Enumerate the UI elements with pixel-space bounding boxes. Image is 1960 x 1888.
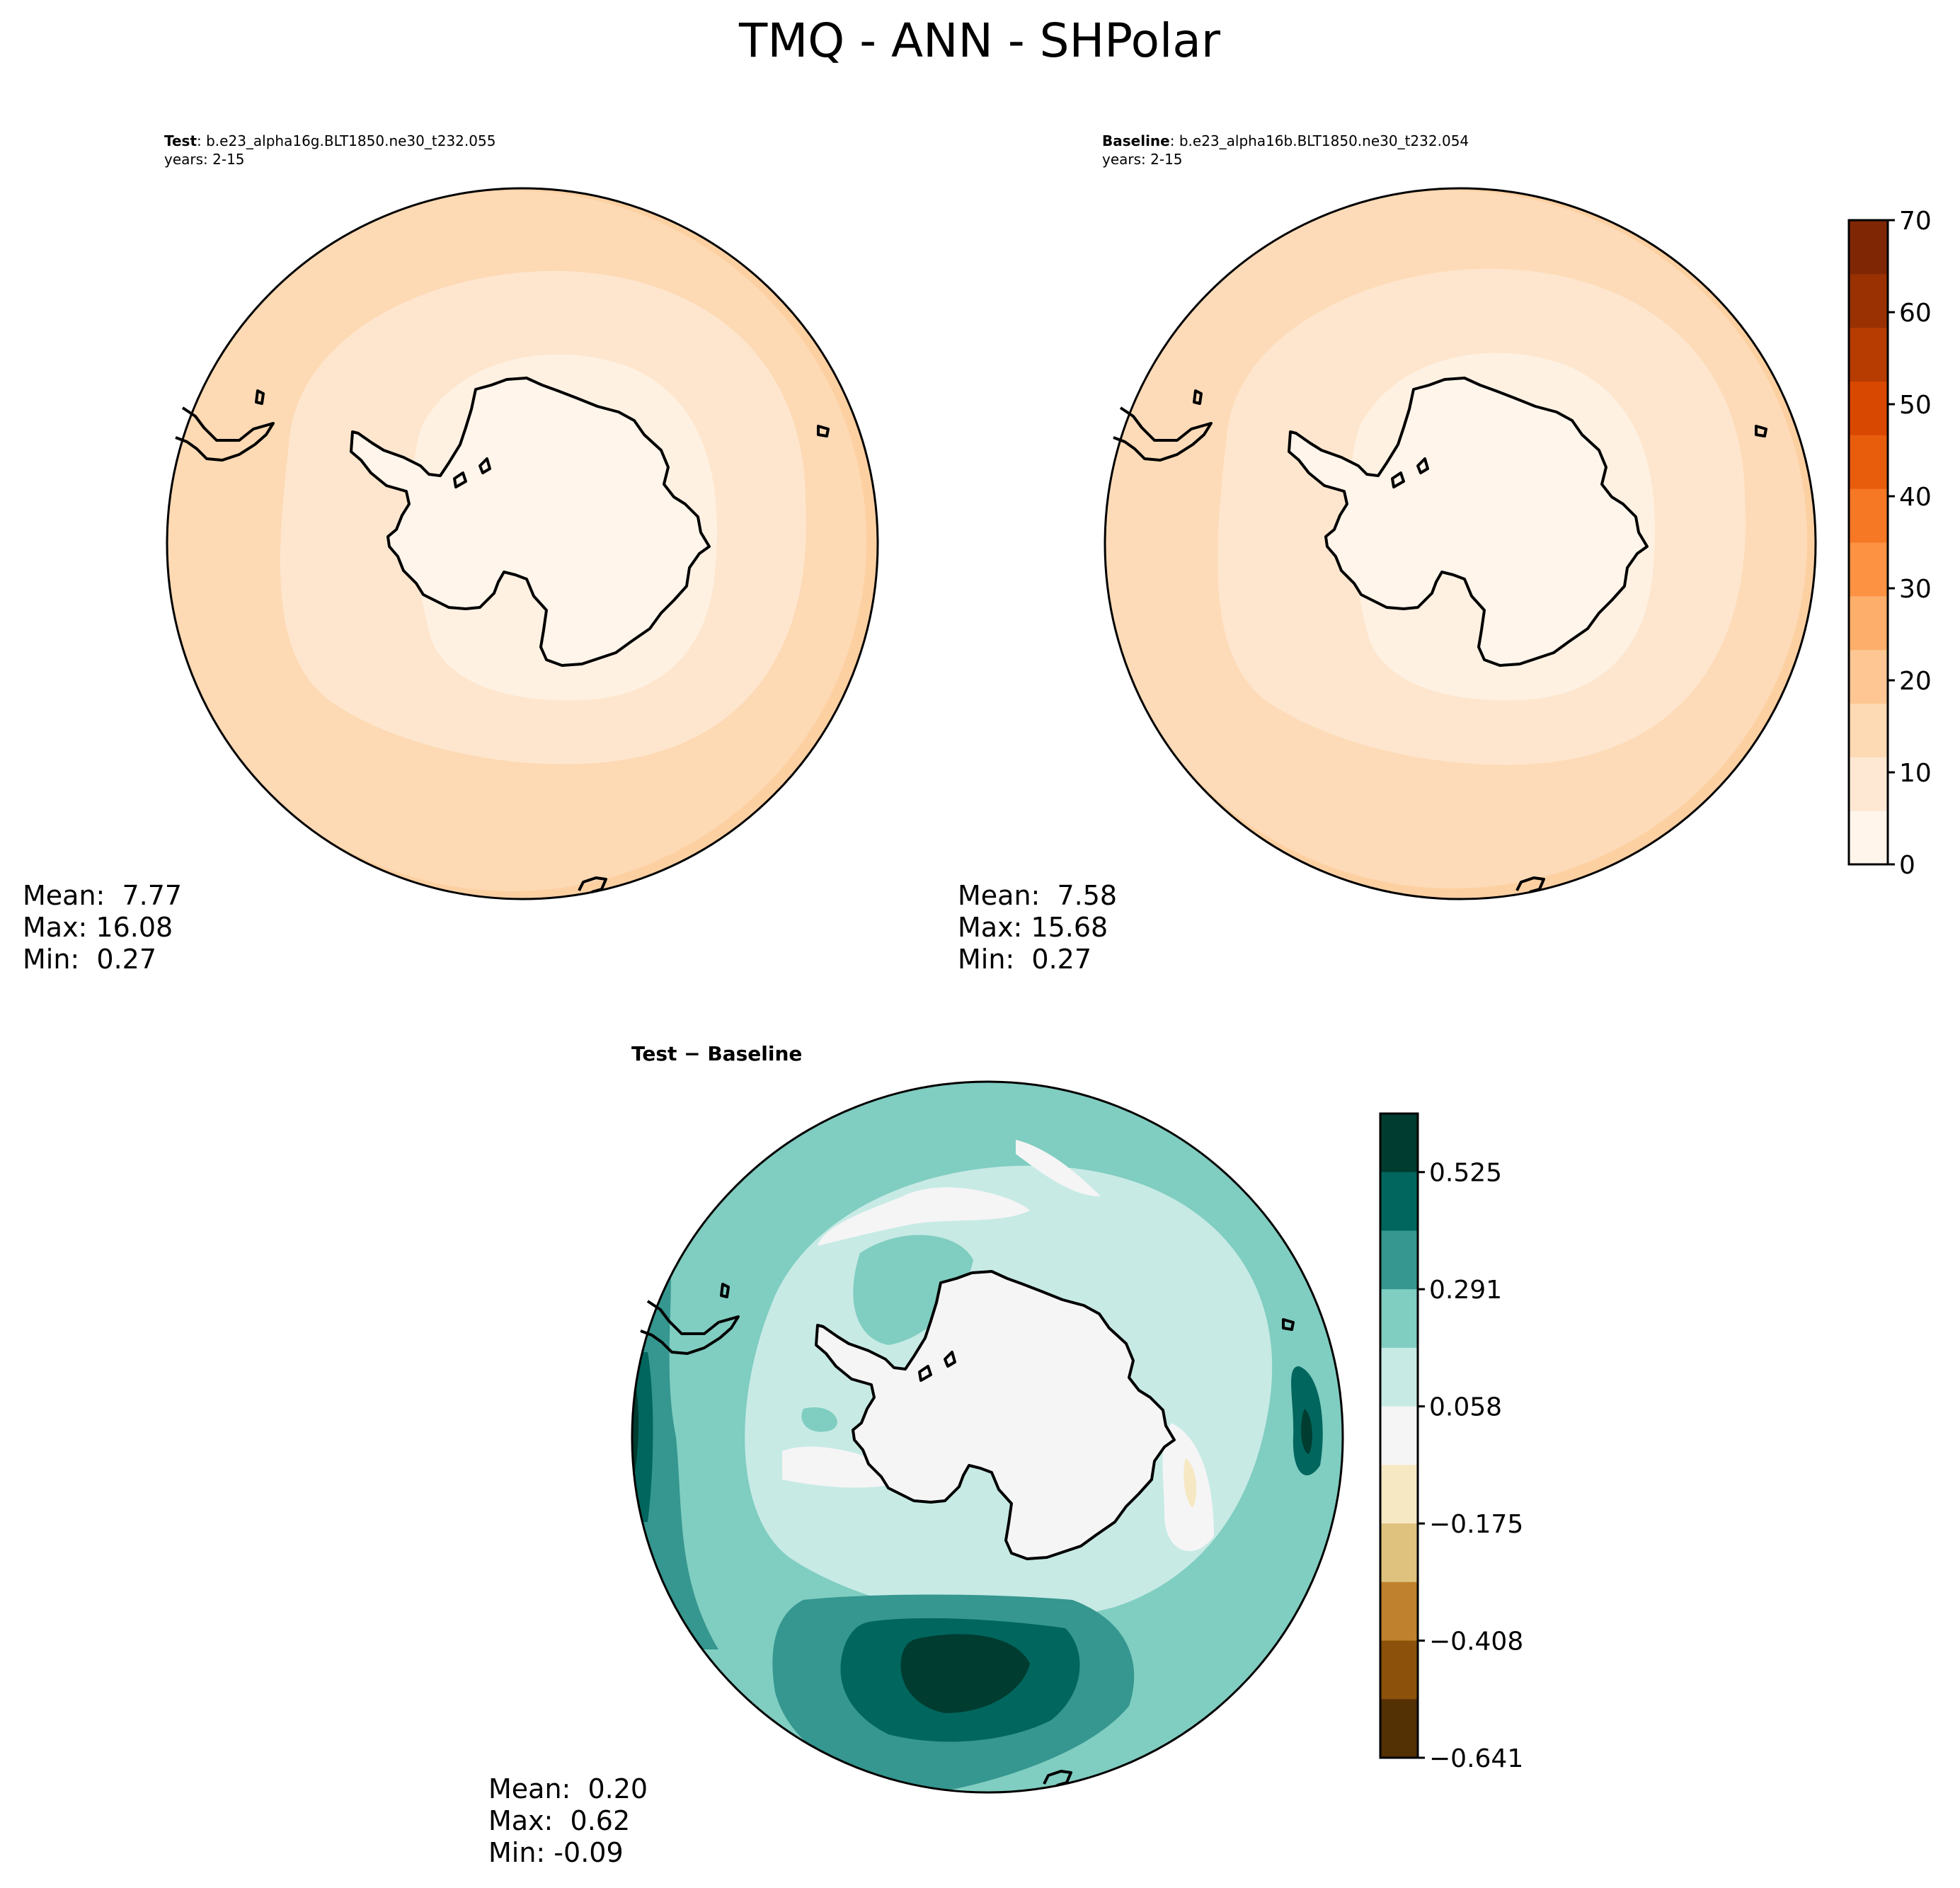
colorbar-main-tick-label: 0: [1899, 851, 1915, 880]
stats-baseline-min: Min: 0.27: [958, 944, 1091, 975]
colorbar-main-tick-label: 60: [1899, 299, 1932, 328]
colorbar-diff-tick-label: −0.641: [1429, 1744, 1523, 1773]
map-baseline: [1104, 187, 1817, 900]
colorbar-main-tick-label: 10: [1899, 759, 1932, 788]
map-test-boundary: [166, 187, 879, 900]
panel-test: Test: b.e23_alpha16g.BLT1850.ne30_t232.0…: [23, 132, 879, 975]
colorbar-main-segment: [1849, 435, 1888, 489]
panel-baseline-years: years: 2-15: [1102, 151, 1183, 168]
stats-diff-max: Max: 0.62: [488, 1805, 630, 1836]
panel-baseline-label: Baseline: b.e23_alpha16b.BLT1850.ne30_t2…: [1102, 132, 1469, 149]
map-diff: [631, 1080, 1344, 1794]
stats-diff: Mean: 0.20 Max: 0.62 Min: -0.09: [488, 1773, 648, 1868]
colorbar-diff-segment: [1380, 1465, 1418, 1524]
colorbar-diff-segment: [1380, 1699, 1418, 1758]
stats-baseline: Mean: 7.58 Max: 15.68 Min: 0.27: [958, 880, 1117, 975]
colorbar-diff-tick-label: 0.291: [1429, 1276, 1502, 1305]
colorbar-main-tick-label: 40: [1899, 483, 1932, 512]
colorbar-main-segment: [1849, 649, 1888, 704]
colorbar-main-segment: [1849, 703, 1888, 757]
colorbar-diff-segment: [1380, 1523, 1418, 1583]
map-baseline-boundary: [1104, 187, 1817, 900]
colorbar-diff-tick-label: 0.525: [1429, 1159, 1502, 1188]
stats-test-mean: Mean: 7.77: [23, 880, 182, 911]
colorbar-diff-segment: [1380, 1114, 1418, 1173]
panel-baseline: Baseline: b.e23_alpha16b.BLT1850.ne30_t2…: [958, 132, 1817, 975]
colorbar-main-segment: [1849, 542, 1888, 597]
colorbar-diff-segment: [1380, 1289, 1418, 1349]
stats-baseline-max: Max: 15.68: [958, 912, 1108, 943]
colorbar-diff-segment: [1380, 1581, 1418, 1642]
stats-diff-mean: Mean: 0.20: [488, 1773, 648, 1804]
colorbar-main-segment: [1849, 327, 1888, 382]
map-diff-boundary: [631, 1080, 1344, 1794]
colorbar-diff-segment: [1380, 1347, 1418, 1407]
panel-diff-label: Test − Baseline: [631, 1042, 802, 1065]
colorbar-diff-segment: [1380, 1230, 1418, 1290]
panel-test-label: Test: b.e23_alpha16g.BLT1850.ne30_t232.0…: [164, 132, 495, 149]
colorbar-diff-tick-label: −0.408: [1429, 1627, 1523, 1657]
map-test: [166, 187, 879, 900]
stats-test-max: Max: 16.08: [23, 912, 173, 943]
colorbar-main-segment: [1849, 488, 1888, 543]
stats-baseline-mean: Mean: 7.58: [958, 880, 1117, 911]
panel-test-years: years: 2-15: [164, 151, 245, 168]
figure-title: TMQ - ANN - SHPolar: [738, 13, 1221, 68]
colorbar-main-segment: [1849, 220, 1888, 275]
stats-test: Mean: 7.77 Max: 16.08 Min: 0.27: [23, 880, 182, 975]
colorbar-main-segment: [1849, 811, 1888, 865]
colorbar-diff: 0.525 0.291 0.058 −0.175 −0.408 −0.641: [1379, 1112, 1523, 1773]
stats-diff-min: Min: -0.09: [488, 1837, 624, 1868]
stats-test-min: Min: 0.27: [23, 944, 156, 975]
colorbar-main-segment: [1849, 595, 1888, 651]
colorbar-diff-tick-label: −0.175: [1429, 1510, 1523, 1539]
colorbar-main-segment: [1849, 381, 1888, 435]
colorbar-main-tick-label: 50: [1899, 391, 1932, 420]
colorbar-main-tick-label: 70: [1899, 207, 1932, 236]
colorbar-diff-segment: [1380, 1640, 1418, 1700]
colorbar-main-segment: [1849, 273, 1888, 328]
colorbar-diff-segment: [1380, 1406, 1418, 1465]
colorbar-diff-segment: [1380, 1172, 1418, 1231]
colorbar-main-segment: [1849, 757, 1888, 811]
colorbar-main-tick-label: 30: [1899, 575, 1932, 604]
colorbar-main-tick-label: 20: [1899, 667, 1932, 696]
colorbar-main: 0 10 20 30 40 50 60 70: [1847, 207, 1932, 880]
colorbar-diff-tick-label: 0.058: [1429, 1393, 1502, 1422]
panel-diff: Test − Baseline: [488, 1042, 1344, 1868]
